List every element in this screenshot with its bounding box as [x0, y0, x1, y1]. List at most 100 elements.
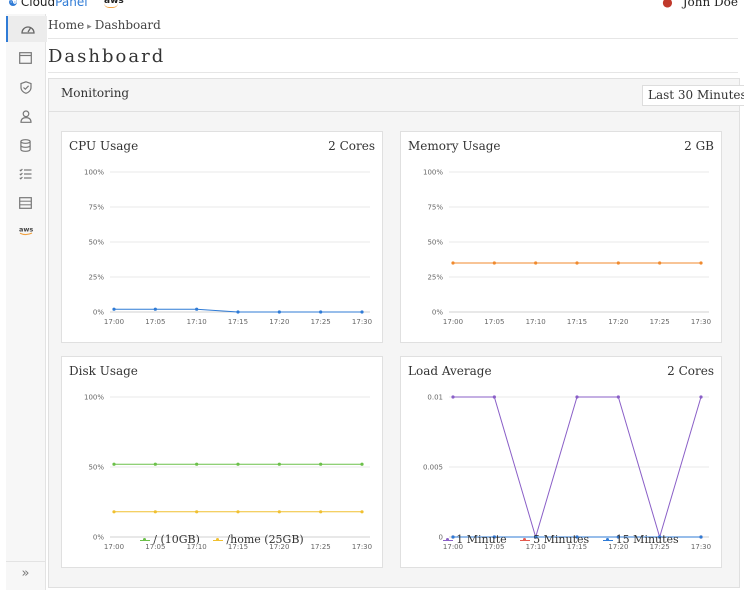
data-point: [492, 261, 496, 265]
sidebar-collapse-button[interactable]: »: [6, 561, 45, 584]
sidebar-item-logs[interactable]: [6, 190, 45, 216]
data-point: [658, 535, 662, 539]
y-tick-label: 100%: [423, 169, 443, 177]
data-point: [195, 462, 199, 466]
x-tick-label: 17:05: [145, 543, 165, 551]
time-range-select[interactable]: Last 30 Minutes: [642, 85, 744, 106]
y-tick-label: 50%: [88, 464, 104, 472]
data-point: [277, 462, 281, 466]
data-point: [575, 395, 579, 399]
data-point: [153, 510, 157, 514]
sidebar-item-databases[interactable]: [6, 132, 45, 158]
x-tick-label: 17:00: [443, 543, 463, 551]
data-point: [195, 307, 199, 311]
user-name: John Doe: [682, 0, 738, 9]
data-point: [616, 261, 620, 265]
x-tick-label: 17:10: [526, 543, 546, 551]
data-point: [277, 310, 281, 314]
sidebar: aws »: [6, 14, 47, 590]
disk-usage-card: Disk Usage 0% 50% 100% 17:00 17:05 17:10 17:15…: [61, 356, 383, 568]
data-point: [360, 462, 364, 466]
aws-logo-icon: aws: [19, 225, 33, 235]
x-tick-label: 17:30: [352, 318, 372, 326]
memory-usage-card: Memory Usage 2 GB 0% 25% 50% 75% 100% 17:00 17…: [400, 131, 722, 343]
x-tick-label: 17:10: [187, 543, 207, 551]
aws-logo-icon[interactable]: aws: [104, 0, 124, 8]
data-point: [236, 462, 240, 466]
legend-item[interactable]: / (10GB): [140, 533, 200, 546]
data-point: [658, 261, 662, 265]
data-point: [451, 535, 455, 539]
breadcrumb-home-link[interactable]: Home: [48, 18, 85, 32]
data-point: [699, 261, 703, 265]
x-tick-label: 17:20: [608, 318, 628, 326]
x-tick-label: 17:25: [311, 318, 331, 326]
x-tick-label: 17:05: [484, 543, 504, 551]
y-tick-label: 25%: [427, 274, 443, 282]
load-average-chart: 0 0.005 0.01 17:00 17:05 17:10 17:15 17:20 17:25…: [423, 394, 711, 552]
data-point: [534, 535, 538, 539]
card-title: CPU Usage: [69, 139, 139, 153]
x-tick-label: 17:20: [608, 543, 628, 551]
user-menu[interactable]: ● John Doe: [662, 0, 738, 9]
server-list-icon: [19, 197, 32, 209]
disk-usage-chart: 0% 50% 100% 17:00 17:05 17:10 17:15 17:20 17:25 1…: [84, 394, 372, 552]
cloud-logo-icon: ☯: [8, 0, 18, 9]
data-point: [319, 510, 323, 514]
sidebar-item-dashboard[interactable]: [6, 16, 47, 42]
sidebar-item-sites[interactable]: [6, 45, 45, 71]
data-point: [451, 261, 455, 265]
data-point: [319, 310, 323, 314]
title-divider: [48, 72, 738, 73]
x-tick-label: 17:30: [691, 543, 711, 551]
card-title: Load Average: [408, 364, 492, 378]
data-point: [492, 395, 496, 399]
brand-name-b: Panel: [55, 0, 88, 9]
x-tick-label: 17:25: [650, 318, 670, 326]
card-title: Disk Usage: [69, 364, 138, 378]
x-tick-label: 17:10: [187, 318, 207, 326]
legend-item[interactable]: 15 Minutes: [602, 533, 679, 546]
data-point: [534, 261, 538, 265]
legend-item[interactable]: /home (25GB): [213, 533, 304, 546]
data-point: [236, 510, 240, 514]
y-tick-label: 50%: [88, 239, 104, 247]
sidebar-item-users[interactable]: [6, 103, 45, 129]
data-point: [451, 395, 455, 399]
y-tick-label: 100%: [84, 394, 104, 402]
data-point: [236, 310, 240, 314]
x-tick-label: 17:25: [311, 543, 331, 551]
y-tick-label: 0: [439, 534, 443, 542]
legend-item[interactable]: 5 Minutes: [520, 533, 589, 546]
load-average-card: Load Average 2 Cores 0 0.005 0.01 17:00 17:0…: [400, 356, 722, 568]
disk-legend: / (10GB) /home (25GB): [62, 533, 382, 546]
memory-usage-chart: 0% 25% 50% 75% 100% 17:00 17:05 17:10 17:15 17:20…: [423, 169, 711, 327]
checklist-icon: [19, 168, 32, 180]
y-tick-label: 75%: [427, 204, 443, 212]
x-tick-label: 17:05: [484, 318, 504, 326]
card-badge: 2 GB: [684, 139, 714, 153]
svg-text:aws: aws: [19, 225, 33, 233]
x-tick-label: 17:30: [691, 318, 711, 326]
y-tick-label: 0.005: [423, 464, 443, 472]
monitoring-title: Monitoring: [61, 86, 130, 100]
dashboard-gauge-icon: [20, 26, 35, 34]
user-avatar-icon: ●: [662, 0, 673, 9]
cpu-usage-card: CPU Usage 2 Cores 0% 25% 50% 75% 100% 17:00 17…: [61, 131, 383, 343]
y-tick-label: 25%: [88, 274, 104, 282]
y-tick-label: 100%: [84, 169, 104, 177]
sidebar-item-security[interactable]: [6, 74, 45, 100]
data-point: [195, 510, 199, 514]
data-point: [319, 462, 323, 466]
sidebar-item-tasks[interactable]: [6, 161, 45, 187]
x-tick-label: 17:00: [443, 318, 463, 326]
x-tick-label: 17:05: [145, 318, 165, 326]
sidebar-item-aws[interactable]: aws: [6, 217, 45, 243]
legend-item[interactable]: 1 Minute: [443, 533, 507, 546]
brand-logo[interactable]: ☯ CloudPanel: [8, 0, 88, 9]
brand-name-a: Cloud: [20, 0, 56, 9]
data-point: [699, 395, 703, 399]
data-point: [112, 510, 116, 514]
breadcrumb-current: Dashboard: [94, 18, 161, 32]
card-title: Memory Usage: [408, 139, 501, 153]
